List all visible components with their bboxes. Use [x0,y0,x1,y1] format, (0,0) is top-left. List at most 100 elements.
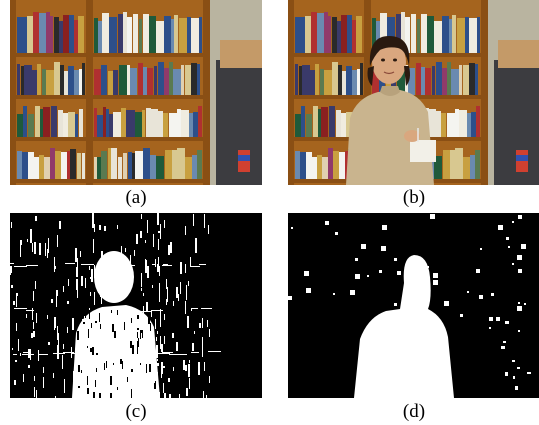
noise-streak [30,229,32,243]
noise-speck [335,232,338,235]
noise-streak [28,349,30,358]
noise-streak [168,378,170,382]
noise-streak [189,378,190,389]
noise-streak [16,294,17,307]
book-spine [101,65,107,96]
book-spine [300,152,306,180]
silhouette-hole [83,322,85,324]
hand [404,130,420,142]
book-spine [318,109,321,138]
book-spine [111,148,117,180]
noise-streak [90,277,91,279]
noise-speck [498,225,503,230]
noise-streak [158,257,159,272]
noise-speck [325,221,329,225]
book-spine [305,16,311,54]
person [346,36,436,185]
book-spine [147,68,153,96]
noise-line [22,354,34,355]
book-spine [39,13,46,54]
book-spine [315,64,319,96]
book-spine [332,62,338,96]
cup [410,140,436,162]
noise-streak [67,327,68,333]
book-spine [40,109,43,138]
noise-streak [157,359,158,361]
noise-line [162,265,172,266]
noise-streak [140,231,142,238]
silhouette-hole [124,322,125,330]
noise-streak [56,290,57,300]
silhouette-hole [137,328,139,330]
noise-speck [304,271,309,276]
book-spine [150,155,156,180]
noise-speck [517,306,522,311]
mask-c-raw [10,213,262,398]
noise-line [208,351,221,352]
book-spine [169,62,173,96]
book-spine [401,12,405,54]
noise-streak [156,345,158,358]
person-silhouette [354,255,454,398]
silhouette-hole [87,388,89,394]
noise-streak [160,318,161,327]
book-spine [324,70,332,96]
book-spine [295,151,300,180]
book-spine [465,17,469,54]
book-spine [469,18,477,54]
book-spine [447,113,455,138]
noise-streak [203,391,204,398]
silhouette-hole [140,363,141,365]
noise-speck [333,293,335,295]
book-spine [450,150,455,180]
book-spine [447,62,451,96]
caption-b: (b) [402,187,426,208]
noise-streak [11,285,13,288]
noise-streak [81,276,83,286]
book-spine [310,70,315,96]
noise-streak [206,395,207,398]
silhouette-hole [130,341,132,348]
noise-line [26,310,34,311]
noise-speck [306,288,311,293]
book-spine [299,66,302,96]
silhouette-hole [112,324,114,332]
shelf-board [93,179,203,183]
book-spine [452,15,456,54]
noise-streak [152,285,153,288]
book-spine [352,70,357,96]
noise-streak [153,234,154,247]
bookshelf-scene-b [288,0,539,185]
book-spine [321,107,328,138]
book-spine [360,63,363,96]
silhouette-hole [155,381,156,386]
noise-streak [16,323,17,331]
shelf-board [93,53,203,57]
noise-streak [207,320,208,327]
book-spine [376,21,380,54]
noise-line [151,310,163,311]
noise-streak [134,250,135,256]
noise-speck [489,327,491,329]
book-spine [181,110,189,138]
noise-streak [35,216,37,221]
noise-streak [43,367,44,373]
noise-streak [164,336,165,344]
noise-speck [379,270,382,273]
book-spine [396,14,401,54]
books [16,12,203,183]
book-spine [135,151,143,180]
upright-middle [86,0,93,185]
noise-line [23,352,28,353]
noise-streak [26,314,27,318]
book-spine [341,15,347,54]
book-spine [436,62,442,96]
noise-streak [156,337,157,341]
book-spine [79,109,83,138]
noise-streak [67,301,69,304]
face [372,40,406,84]
noise-line [201,308,212,309]
bookshelf-scene-a [10,0,262,185]
book-spine [133,14,138,54]
silhouette-hole [131,389,132,398]
